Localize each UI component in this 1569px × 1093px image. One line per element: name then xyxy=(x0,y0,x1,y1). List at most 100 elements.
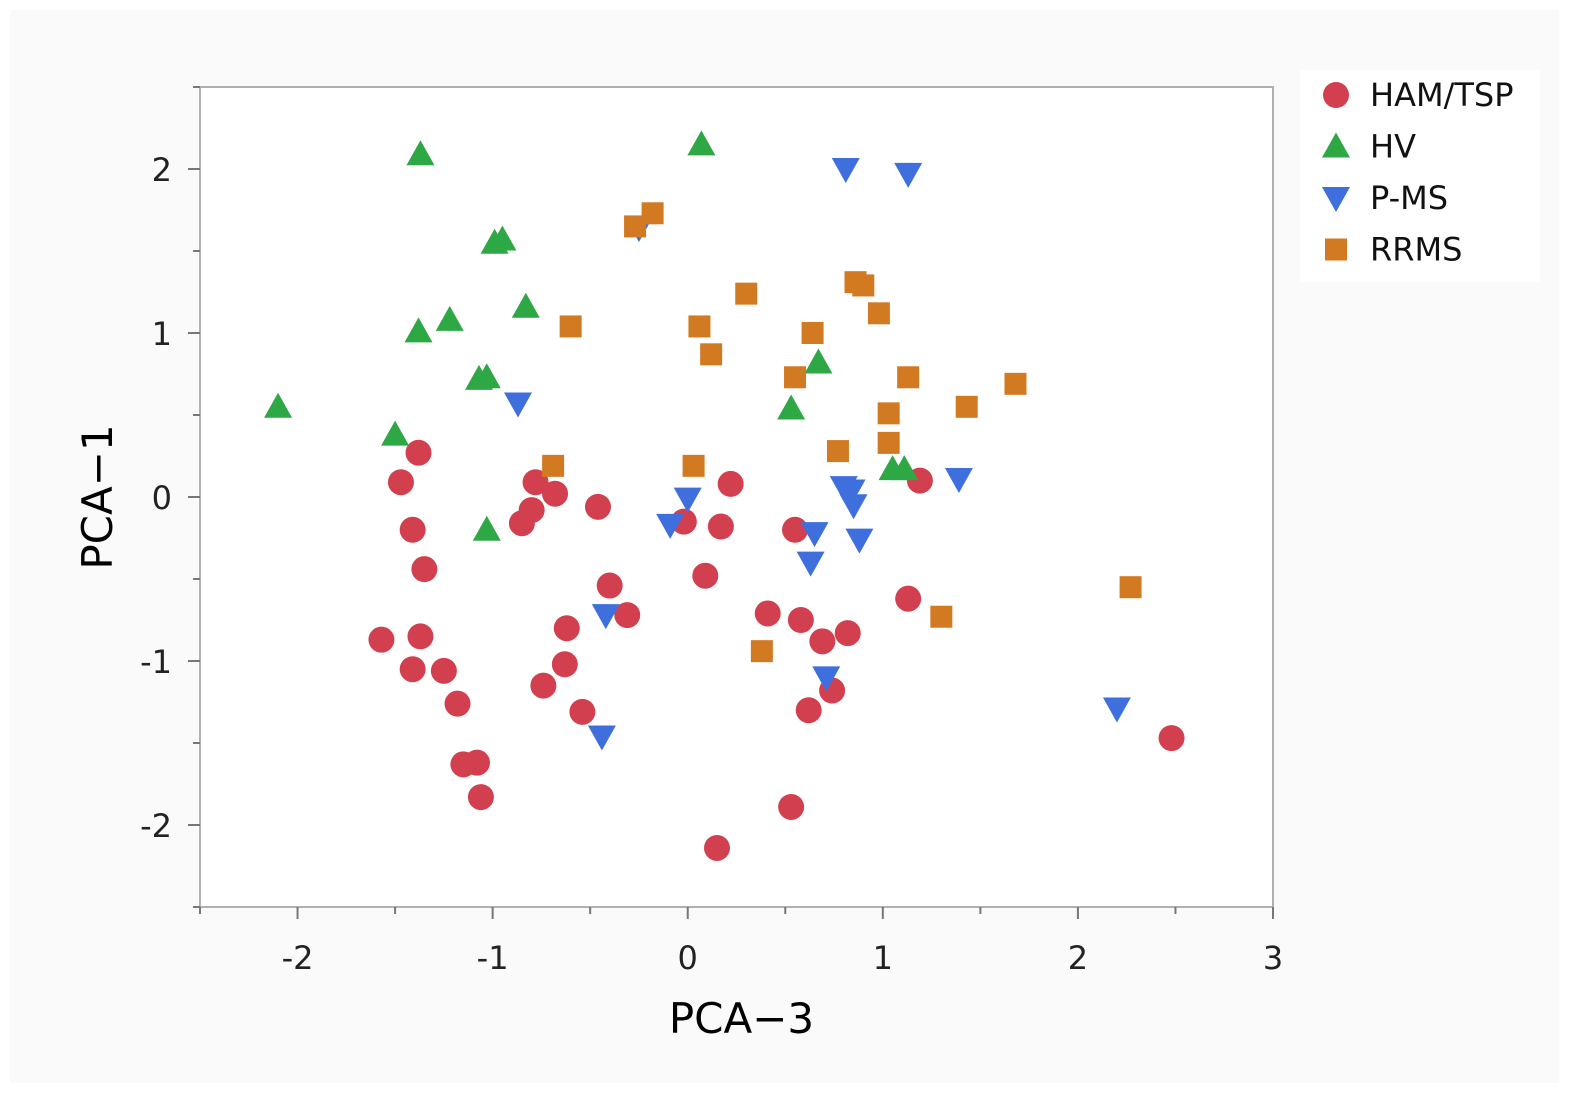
data-point-rrms xyxy=(688,315,711,338)
data-point-hv xyxy=(687,130,716,156)
data-point-p-ms xyxy=(796,551,825,577)
plot-area xyxy=(199,86,1274,908)
data-point-ham-tsp xyxy=(717,470,744,497)
y-tick-label: 0 xyxy=(152,479,172,517)
data-point-ham-tsp xyxy=(778,793,805,820)
data-point-ham-tsp xyxy=(551,651,578,678)
data-point-ham-tsp xyxy=(834,620,861,647)
data-point-ham-tsp xyxy=(444,690,471,717)
data-point-p-ms xyxy=(800,522,829,548)
legend: HAM/TSP HV P-MS RRMS xyxy=(1300,70,1540,282)
x-tick-label: 3 xyxy=(1263,939,1283,977)
data-point-ham-tsp xyxy=(895,585,922,612)
data-point-rrms xyxy=(700,343,723,366)
data-point-ham-tsp xyxy=(692,562,719,589)
data-point-ham-tsp xyxy=(754,600,781,627)
data-point-ham-tsp xyxy=(387,469,414,496)
data-point-p-ms xyxy=(831,158,860,183)
x-tick-label: 2 xyxy=(1068,939,1088,977)
x-tick-label: -1 xyxy=(477,939,509,977)
legend-marker-ham-tsp xyxy=(1323,82,1349,108)
data-point-rrms xyxy=(750,640,773,663)
data-point-hv xyxy=(381,420,410,446)
data-point-rrms xyxy=(682,454,705,477)
data-point-hv xyxy=(406,140,435,166)
data-point-rrms xyxy=(735,282,758,305)
data-point-hv xyxy=(472,515,501,541)
data-point-rrms xyxy=(1004,372,1027,395)
data-point-hv xyxy=(511,292,540,318)
data-point-rrms xyxy=(542,454,565,477)
data-point-p-ms xyxy=(587,725,616,751)
data-point-p-ms xyxy=(839,494,868,520)
data-point-ham-tsp xyxy=(703,834,730,861)
data-point-ham-tsp xyxy=(584,493,611,520)
axes-layer: -2 -1 0 1 2 3 -2 -1 0 1 2 xyxy=(140,86,1283,977)
data-point-p-ms xyxy=(656,513,685,539)
data-point-rrms xyxy=(897,366,920,389)
data-point-p-ms xyxy=(894,162,923,188)
data-point-hv xyxy=(264,392,293,418)
data-point-hv xyxy=(472,363,501,389)
data-point-ham-tsp xyxy=(464,749,491,776)
data-point-hv xyxy=(777,394,806,420)
plot-frame xyxy=(199,86,1274,908)
data-point-ham-tsp xyxy=(411,556,438,583)
data-point-rrms xyxy=(826,440,849,463)
data-point-ham-tsp xyxy=(614,602,641,629)
data-point-rrms xyxy=(784,366,807,389)
data-point-p-ms xyxy=(812,666,841,692)
data-point-rrms xyxy=(955,395,978,418)
data-point-ham-tsp xyxy=(530,672,557,699)
data-point-ham-tsp xyxy=(467,784,494,811)
y-tick-label: 1 xyxy=(152,315,172,353)
data-point-p-ms xyxy=(591,604,620,630)
data-point-p-ms xyxy=(845,528,874,554)
y-tick-label: -1 xyxy=(140,643,172,681)
data-point-ham-tsp xyxy=(407,623,434,650)
data-point-ham-tsp xyxy=(542,480,569,507)
data-point-ham-tsp xyxy=(430,657,457,684)
data-point-p-ms xyxy=(944,467,973,493)
data-point-rrms xyxy=(852,274,875,297)
data-point-rrms xyxy=(867,302,890,325)
legend-marker-rrms xyxy=(1325,238,1347,261)
data-point-rrms xyxy=(624,215,647,238)
data-point-rrms xyxy=(1119,576,1142,599)
data-point-ham-tsp xyxy=(399,516,426,543)
data-point-p-ms xyxy=(503,392,532,418)
y-tick-label: -2 xyxy=(140,807,172,845)
data-point-hv xyxy=(435,305,464,331)
x-tick-label: -2 xyxy=(282,939,314,977)
data-point-p-ms xyxy=(1102,697,1131,723)
x-axis-title: PCA−3 xyxy=(669,994,814,1043)
data-point-ham-tsp xyxy=(787,607,814,633)
data-point-rrms xyxy=(641,202,664,225)
data-point-rrms xyxy=(559,315,582,338)
data-point-ham-tsp xyxy=(522,469,549,496)
y-tick-label: 2 xyxy=(152,151,172,189)
data-point-ham-tsp xyxy=(809,628,836,655)
data-point-p-ms xyxy=(837,479,866,505)
y-axis-title: PCA−1 xyxy=(73,424,122,569)
data-point-ham-tsp xyxy=(508,510,535,537)
legend-label-hv: HV xyxy=(1370,128,1416,166)
data-point-rrms xyxy=(877,431,900,454)
data-point-p-ms xyxy=(673,487,702,513)
data-point-ham-tsp xyxy=(569,698,596,725)
data-point-ham-tsp xyxy=(399,656,426,683)
legend-label-ham-tsp: HAM/TSP xyxy=(1370,76,1514,114)
data-point-rrms xyxy=(930,605,953,628)
data-point-ham-tsp xyxy=(707,513,734,540)
data-point-ham-tsp xyxy=(1158,725,1185,752)
data-point-ham-tsp xyxy=(795,697,822,724)
data-point-ham-tsp xyxy=(553,615,580,642)
data-point-rrms xyxy=(801,322,824,344)
data-point-ham-tsp xyxy=(368,626,395,653)
data-point-ham-tsp xyxy=(596,572,623,599)
data-point-ham-tsp xyxy=(405,439,432,466)
data-point-hv xyxy=(488,225,517,251)
legend-label-rrms: RRMS xyxy=(1370,231,1462,269)
legend-label-p-ms: P-MS xyxy=(1370,179,1448,217)
